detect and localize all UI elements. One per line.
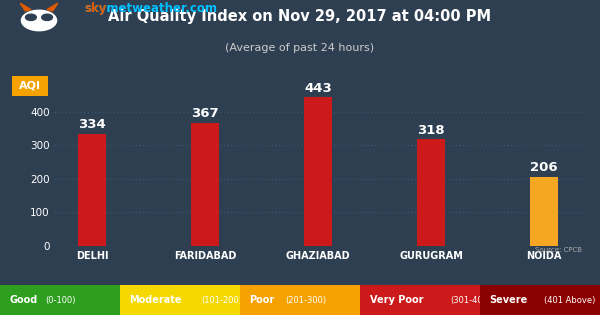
Text: Source: CPCB: Source: CPCB	[535, 247, 582, 253]
Text: 318: 318	[417, 124, 445, 137]
Ellipse shape	[22, 10, 56, 31]
Text: Poor: Poor	[250, 295, 275, 305]
Text: Moderate: Moderate	[130, 295, 182, 305]
Polygon shape	[20, 3, 31, 11]
Text: 443: 443	[304, 82, 332, 95]
Text: Severe: Severe	[490, 295, 528, 305]
Bar	[304, 97, 332, 246]
Circle shape	[25, 14, 36, 20]
Text: (401 Above): (401 Above)	[544, 295, 595, 305]
Bar	[530, 177, 558, 246]
Text: (0-100): (0-100)	[46, 295, 76, 305]
Text: Good: Good	[10, 295, 38, 305]
Bar	[191, 123, 219, 246]
Text: sky: sky	[84, 2, 106, 14]
Text: 206: 206	[530, 161, 557, 174]
Text: (Average of past 24 hours): (Average of past 24 hours)	[226, 43, 374, 53]
Text: Very Poor: Very Poor	[370, 295, 423, 305]
Bar	[417, 139, 445, 246]
Polygon shape	[47, 3, 58, 11]
Text: (101-200): (101-200)	[202, 295, 242, 305]
Text: skymetweather.com: skymetweather.com	[84, 2, 217, 14]
Text: AQI: AQI	[19, 81, 41, 91]
Text: 334: 334	[78, 118, 106, 131]
Circle shape	[42, 14, 53, 20]
Text: 367: 367	[191, 107, 219, 120]
Bar	[78, 134, 106, 246]
Text: Air Quality Index on Nov 29, 2017 at 04:00 PM: Air Quality Index on Nov 29, 2017 at 04:…	[109, 9, 491, 25]
Text: (201-300): (201-300)	[286, 295, 327, 305]
Text: (301-400): (301-400)	[451, 295, 492, 305]
